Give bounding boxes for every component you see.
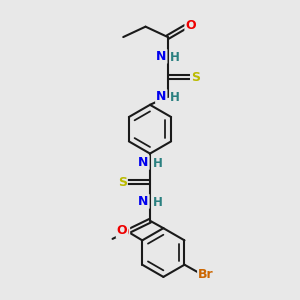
Text: O: O [118, 226, 129, 239]
Text: N: N [156, 90, 166, 103]
Text: O: O [185, 19, 196, 32]
Text: H: H [170, 92, 180, 104]
Text: N: N [156, 50, 166, 63]
Text: N: N [138, 156, 148, 169]
Text: Br: Br [198, 268, 214, 281]
Text: H: H [152, 157, 162, 169]
Text: H: H [170, 51, 180, 64]
Text: O: O [117, 224, 128, 237]
Text: H: H [152, 196, 162, 209]
Text: S: S [118, 176, 127, 189]
Text: N: N [138, 195, 148, 208]
Text: S: S [191, 71, 200, 84]
